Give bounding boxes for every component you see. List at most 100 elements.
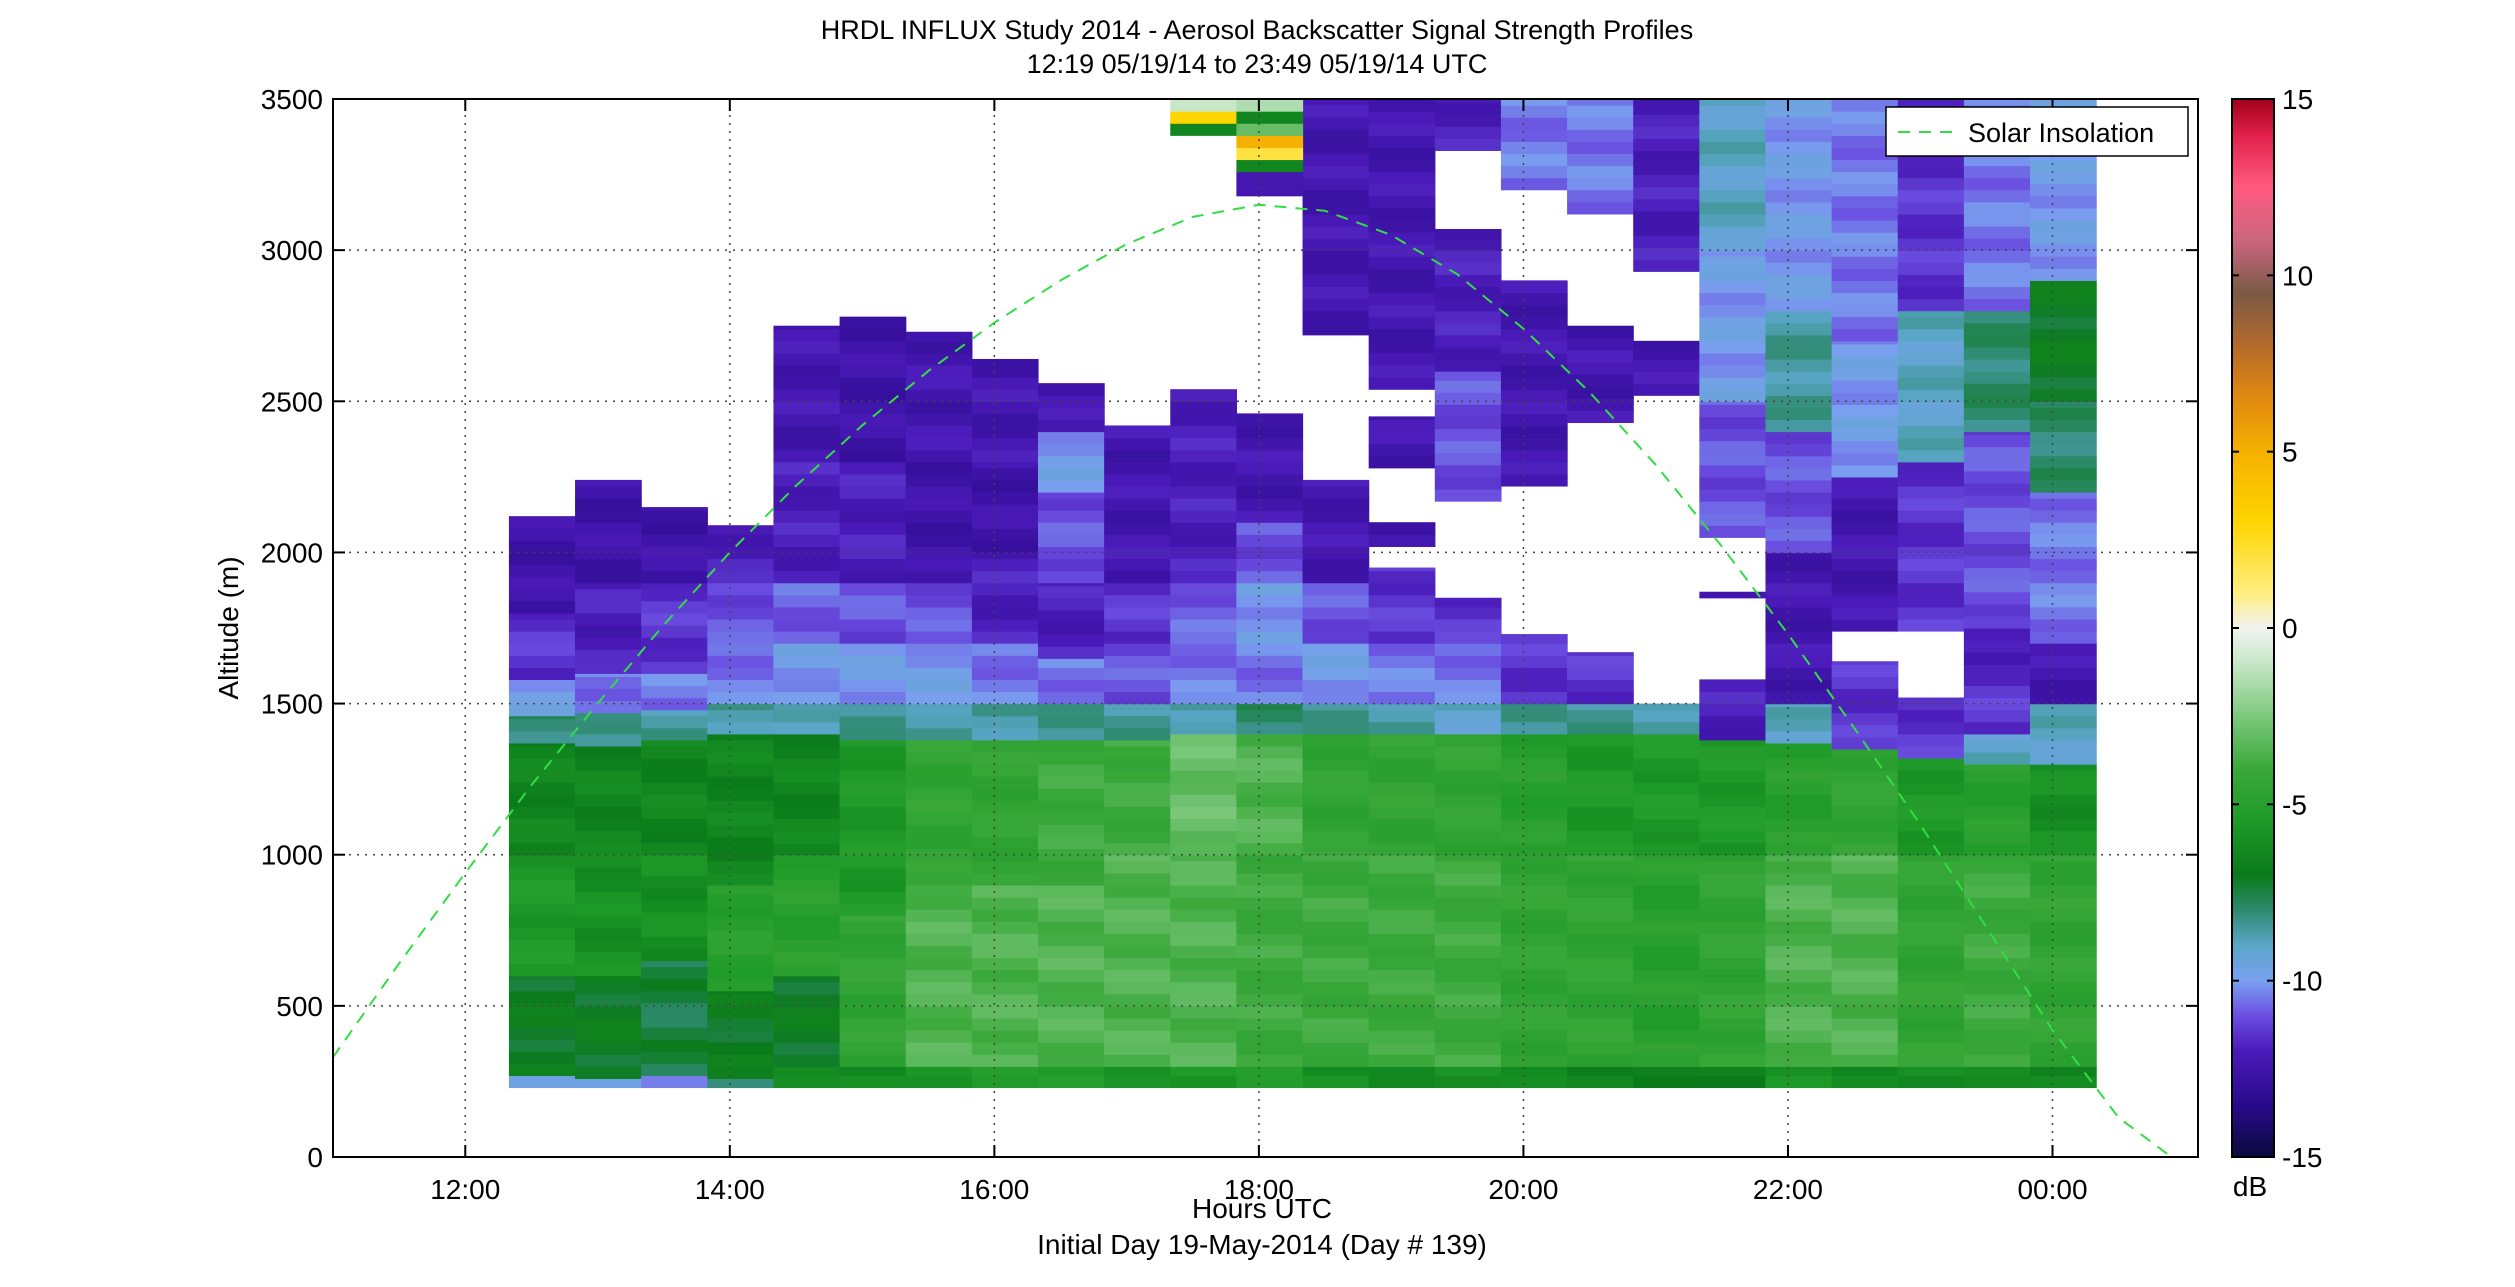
heatmap-cell	[1633, 138, 1700, 151]
heatmap-cell	[1500, 117, 1568, 130]
heatmap-cell	[707, 618, 775, 632]
heatmap-cell	[1897, 286, 1965, 300]
heatmap-cell	[1434, 757, 1502, 771]
heatmap-cell	[1765, 745, 1833, 759]
heatmap-cell	[1567, 349, 1634, 363]
heatmap-cell	[1633, 921, 1700, 934]
heatmap-cell	[1567, 655, 1634, 668]
heatmap-cell	[971, 540, 1039, 554]
heatmap-cell	[1831, 558, 1899, 572]
heatmap-cell	[905, 848, 973, 862]
heatmap-cell	[1104, 473, 1171, 487]
heatmap-cell	[1500, 897, 1568, 910]
heatmap-cell	[707, 836, 775, 850]
heatmap-cell	[1500, 854, 1568, 862]
heatmap-cell	[641, 588, 708, 602]
heatmap-cell	[641, 1002, 708, 1016]
heatmap-cell	[575, 890, 642, 904]
heatmap-cell	[1963, 854, 2031, 862]
heatmap-cell	[575, 588, 642, 602]
heatmap-cell	[2030, 419, 2097, 433]
heatmap-cell	[1500, 933, 1568, 946]
heatmap-cell	[1500, 292, 1568, 306]
heatmap-cell	[1963, 99, 2031, 106]
heatmap-cell	[1897, 510, 1965, 523]
heatmap-cell	[1699, 739, 1767, 747]
heatmap-cell	[773, 534, 841, 547]
heatmap-cell	[1302, 703, 1370, 711]
heatmap-cell	[1170, 921, 1237, 934]
heatmap-cell	[1104, 715, 1171, 729]
heatmap-cell	[773, 878, 841, 892]
heatmap-cell	[2030, 921, 2097, 934]
heatmap-cell	[1368, 981, 1436, 995]
heatmap-cell	[1633, 346, 1700, 360]
heatmap-cell	[2030, 534, 2097, 547]
heatmap-cell	[1500, 1054, 1568, 1067]
heatmap-cell	[1236, 606, 1304, 620]
heatmap-cell	[1434, 745, 1502, 759]
colorbar-tick-label: -5	[2282, 789, 2307, 820]
heatmap-cell	[1831, 464, 1899, 478]
heatmap-cell	[1500, 352, 1568, 366]
x-tick-label: 18:00	[1224, 1174, 1294, 1205]
heatmap-cell	[1567, 818, 1634, 832]
heatmap-cell	[1434, 872, 1502, 886]
heatmap-cell	[1500, 377, 1568, 390]
heatmap-cell	[1567, 667, 1634, 680]
heatmap-cell	[1302, 262, 1370, 275]
heatmap-cell	[773, 679, 841, 693]
heatmap-cell	[1765, 806, 1833, 820]
heatmap-cell	[1765, 189, 1833, 203]
heatmap-cell	[1104, 643, 1171, 656]
heatmap-cell	[1633, 222, 1700, 236]
heatmap-cell	[1236, 745, 1304, 759]
heatmap-cell	[1633, 872, 1700, 886]
heatmap-cell	[1897, 806, 1965, 820]
heatmap-cell	[1699, 250, 1767, 257]
heatmap-cell	[1699, 909, 1767, 922]
heatmap-cell	[1831, 664, 1899, 677]
heatmap-cell	[641, 661, 708, 674]
heatmap-cell	[575, 830, 642, 844]
heatmap-cell	[1831, 993, 1899, 1007]
heatmap-cell	[1831, 748, 1899, 759]
heatmap-cell	[1765, 479, 1833, 493]
heatmap-cell	[1236, 558, 1304, 572]
heatmap-cell	[905, 570, 973, 584]
heatmap-cell	[1368, 679, 1436, 693]
heatmap-cell	[839, 1066, 907, 1076]
heatmap-cell	[1963, 177, 2031, 191]
heatmap-cell	[575, 510, 642, 523]
heatmap-cell	[1368, 195, 1436, 209]
heatmap-cell	[1434, 782, 1502, 795]
heatmap-cell	[1236, 969, 1304, 983]
heatmap-cell	[2030, 818, 2097, 832]
heatmap-cell	[1897, 842, 1965, 856]
heatmap-cell	[2030, 643, 2097, 656]
heatmap-cell	[839, 782, 907, 795]
heatmap-cell	[1434, 969, 1502, 983]
heatmap-cell	[839, 739, 907, 747]
heatmap-cell	[1765, 957, 1833, 971]
heatmap-cell	[1699, 501, 1767, 514]
heatmap-cell	[1897, 262, 1965, 275]
heatmap-cell	[1765, 582, 1833, 596]
heatmap-cell	[641, 715, 708, 729]
heatmap-cell	[1831, 806, 1899, 820]
heatmap-cell	[1500, 691, 1568, 705]
heatmap-cell	[2030, 1030, 2097, 1043]
heatmap-cell	[2030, 401, 2097, 408]
heatmap-cell	[1765, 679, 1833, 693]
heatmap-cell	[1170, 721, 1237, 735]
heatmap-cell	[971, 824, 1039, 838]
heatmap-cell	[971, 872, 1039, 886]
heatmap-cell	[905, 909, 973, 922]
heatmap-cell	[1104, 860, 1171, 874]
heatmap-cell	[1434, 606, 1502, 620]
heatmap-cell	[641, 924, 708, 937]
solar-insolation-line	[332, 203, 2173, 1158]
heatmap-cell	[1236, 1054, 1304, 1067]
heatmap-cell	[1765, 742, 1833, 747]
heatmap-cell	[1897, 461, 1965, 475]
